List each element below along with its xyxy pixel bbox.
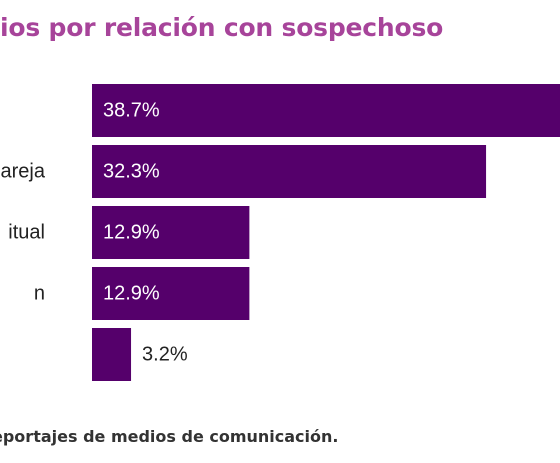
chart-title: ios por relación con sospechoso bbox=[0, 13, 444, 42]
source-footnote: eportajes de medios de comunicación. bbox=[0, 427, 339, 446]
value-label-5: 3.2% bbox=[142, 344, 188, 366]
value-label-2: 32.3% bbox=[103, 161, 160, 183]
category-label-4: n bbox=[34, 283, 45, 305]
value-label-4: 12.9% bbox=[103, 283, 160, 305]
value-label-3: 12.9% bbox=[103, 222, 160, 244]
bar-4 bbox=[92, 267, 250, 320]
category-label-3: itual bbox=[8, 222, 45, 244]
bar-3 bbox=[92, 206, 250, 259]
category-label-2: xpareja bbox=[0, 161, 46, 183]
bar-2 bbox=[92, 145, 487, 198]
bar-1 bbox=[92, 84, 560, 137]
value-label-1: 38.7% bbox=[103, 100, 160, 122]
bar-5 bbox=[92, 328, 132, 381]
